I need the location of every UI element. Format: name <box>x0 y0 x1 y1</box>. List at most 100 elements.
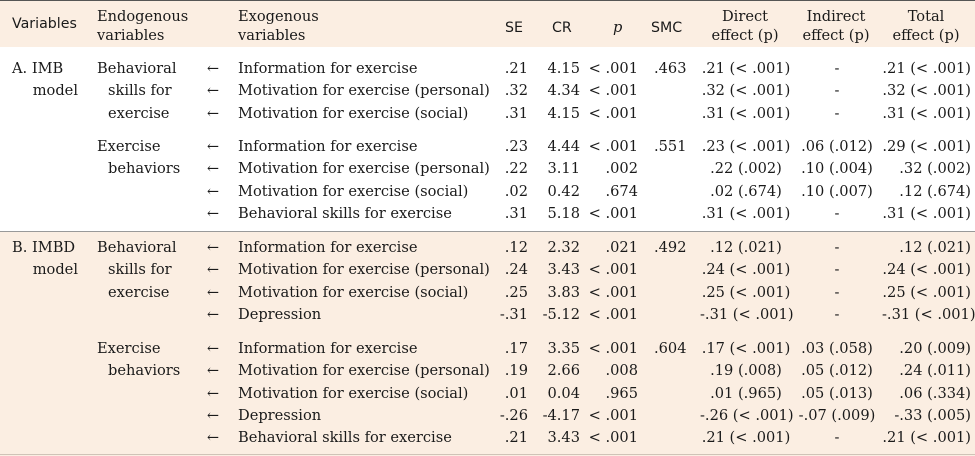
direct-effect: -.31 (< .001) <box>700 305 794 323</box>
model-label: model <box>32 82 78 100</box>
total-effect: .24 (.011) <box>899 362 971 380</box>
indirect-effect: - <box>834 305 840 323</box>
header-direct-1: Direct <box>721 8 769 25</box>
total-effect: .12 (.674) <box>899 182 971 200</box>
p-value: < .001 <box>588 82 638 100</box>
exogenous-variable: Motivation for exercise (social) <box>238 104 469 122</box>
total-effect: .25 (< .001) <box>882 283 971 301</box>
direct-effect: .24 (< .001) <box>701 261 791 279</box>
exogenous-variable: Information for exercise <box>238 60 418 77</box>
path-arrow-icon: ← <box>206 283 220 301</box>
cr-value: 3.11 <box>547 160 581 178</box>
path-arrow-icon: ← <box>206 104 220 122</box>
p-value: .008 <box>605 362 639 380</box>
indirect-effect: .10 (.004) <box>801 160 873 178</box>
p-value: < .001 <box>588 429 638 447</box>
path-arrow-icon: ← <box>206 160 220 178</box>
total-effect: .32 (< .001) <box>882 82 971 100</box>
total-effect: .06 (.334) <box>899 384 971 402</box>
direct-effect: .31 (< .001) <box>701 204 791 222</box>
exogenous-variable: Motivation for exercise (personal) <box>238 82 490 100</box>
exogenous-variable: Motivation for exercise (personal) <box>238 261 490 279</box>
se-value: .01 <box>504 384 528 402</box>
indirect-effect: .10 (.007) <box>801 182 873 200</box>
path-arrow-icon: ← <box>206 406 220 424</box>
exogenous-variable: Depression <box>238 406 322 424</box>
cr-value: 4.34 <box>547 82 581 100</box>
indirect-effect: - <box>834 261 840 279</box>
exogenous-variable: Motivation for exercise (personal) <box>238 160 490 178</box>
exogenous-variable: Information for exercise <box>238 239 418 256</box>
indirect-effect: .03 (.058) <box>801 340 873 357</box>
se-value: .17 <box>504 340 528 357</box>
model-label: model <box>32 261 78 279</box>
total-effect: -.33 (.005) <box>894 406 971 424</box>
se-value: .32 <box>504 82 528 100</box>
se-value: -.31 <box>499 305 528 323</box>
se-value: .24 <box>504 261 528 279</box>
cr-value: 3.35 <box>547 340 581 357</box>
cr-value: 0.04 <box>547 384 581 402</box>
header-endogenous-2: variables <box>97 27 165 44</box>
direct-effect: .19 (.008) <box>710 362 782 380</box>
indirect-effect: - <box>834 429 840 447</box>
exogenous-variable: Depression <box>238 305 322 323</box>
header-smc: SMC <box>651 20 683 36</box>
total-effect: .31 (< .001) <box>882 204 971 222</box>
se-value: .31 <box>504 104 528 122</box>
model-label: A. IMB <box>12 60 64 77</box>
path-arrow-icon: ← <box>206 340 220 357</box>
direct-effect: .31 (< .001) <box>701 104 791 122</box>
p-value: .002 <box>605 160 639 178</box>
se-value: .31 <box>504 204 528 222</box>
header-direct-2: effect (p) <box>711 27 779 44</box>
smc-value: .492 <box>654 239 687 256</box>
header-p: p <box>613 19 623 36</box>
smc-value: .551 <box>654 138 687 155</box>
header-endogenous-1: Endogenous <box>97 8 189 25</box>
exogenous-variable: Motivation for exercise (personal) <box>238 362 490 380</box>
se-value: .22 <box>504 160 528 178</box>
exogenous-variable: Behavioral skills for exercise <box>238 204 452 222</box>
exogenous-variable: Motivation for exercise (social) <box>238 384 469 402</box>
direct-effect: .23 (< .001) <box>701 138 791 155</box>
header-indirect-1: Indirect <box>806 8 866 25</box>
p-value: < .001 <box>588 138 638 155</box>
path-arrow-icon: ← <box>206 384 220 402</box>
exogenous-variable: Motivation for exercise (social) <box>238 182 469 200</box>
se-value: .19 <box>504 362 528 380</box>
indirect-effect: - <box>834 60 840 77</box>
path-arrow-icon: ← <box>206 204 220 222</box>
path-arrow-icon: ← <box>206 305 220 323</box>
cr-value: 4.44 <box>547 138 581 155</box>
model-label: B. IMBD <box>12 239 76 256</box>
section-imbd-model <box>0 231 975 456</box>
se-value: -.26 <box>499 406 528 424</box>
exogenous-variable: Information for exercise <box>238 340 418 357</box>
endogenous-variable: Exercise <box>97 138 161 155</box>
total-effect: .29 (< .001) <box>882 138 971 155</box>
table-header: Variables Endogenous variables Exogenous… <box>0 0 975 48</box>
p-value: < .001 <box>588 60 638 77</box>
path-arrow-icon: ← <box>206 182 220 200</box>
direct-effect: .02 (.674) <box>710 182 782 200</box>
header-cr: CR <box>552 20 572 36</box>
direct-effect: -.26 (< .001) <box>700 406 794 424</box>
endogenous-variable: exercise <box>108 104 170 122</box>
total-effect: .12 (.021) <box>899 239 971 256</box>
direct-effect: .21 (< .001) <box>701 60 791 77</box>
cr-value: 4.15 <box>547 104 581 122</box>
indirect-effect: - <box>834 104 840 122</box>
path-arrow-icon: ← <box>206 429 220 447</box>
p-value: < .001 <box>588 204 638 222</box>
header-total-1: Total <box>907 8 945 25</box>
direct-effect: .01 (.965) <box>710 384 782 402</box>
cr-value: 3.43 <box>547 261 581 279</box>
direct-effect: .22 (.002) <box>710 160 782 178</box>
exogenous-variable: Information for exercise <box>238 138 418 155</box>
smc-value: .604 <box>654 340 687 357</box>
se-value: .25 <box>504 283 528 301</box>
path-arrow-icon: ← <box>206 138 220 155</box>
endogenous-variable: skills for <box>108 82 172 100</box>
cr-value: -5.12 <box>542 305 580 323</box>
